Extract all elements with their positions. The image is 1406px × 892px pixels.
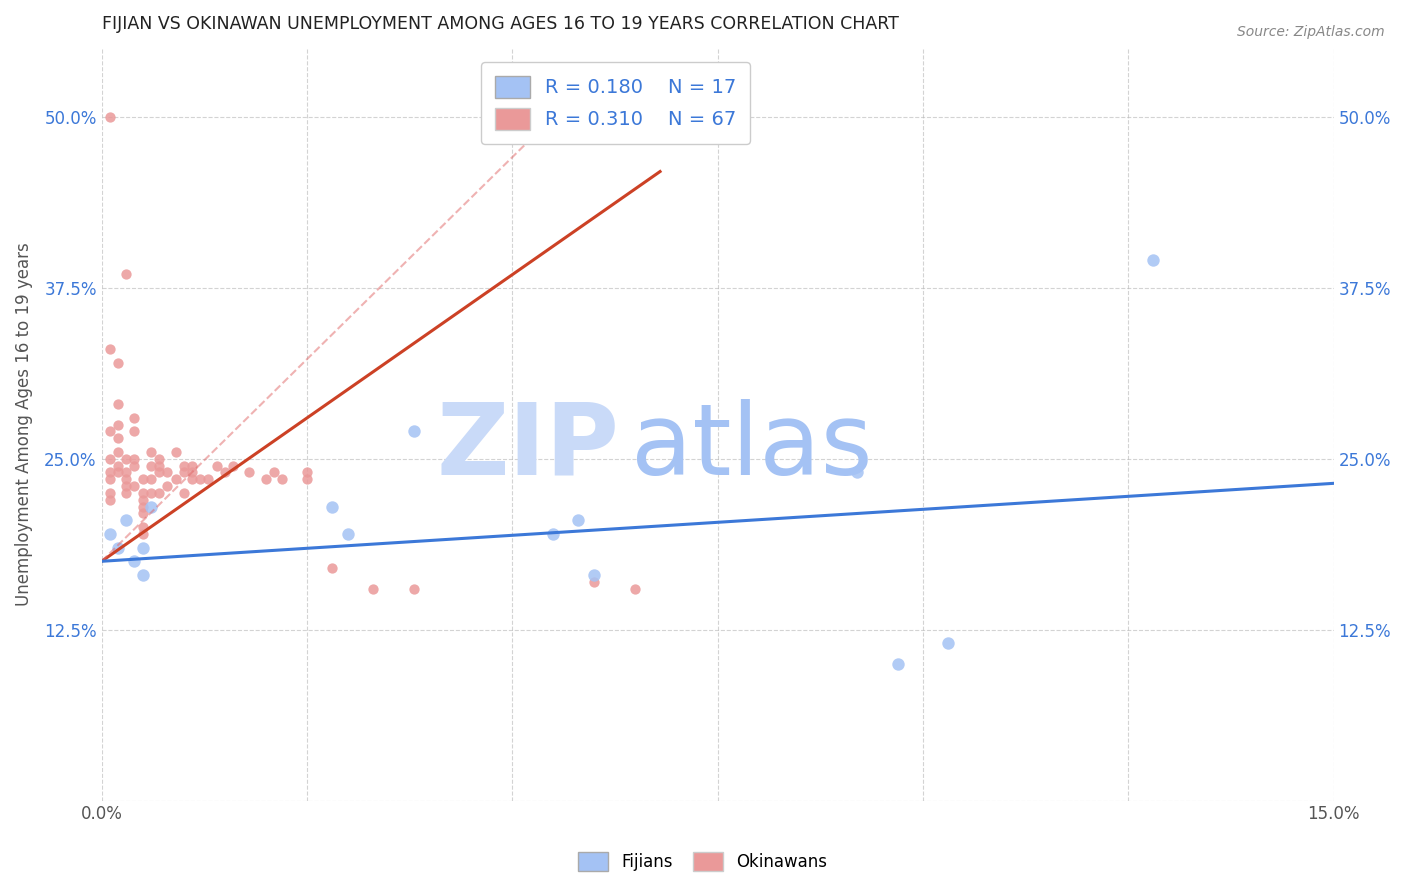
Point (115, 479, 138, 493)
Point (107, 417, 129, 432)
Point (131, 472, 153, 486)
Point (98, 472, 121, 486)
Point (205, 458, 228, 473)
Point (131, 541, 153, 555)
Point (181, 458, 204, 473)
Point (115, 267, 138, 281)
Y-axis label: Unemployment Among Ages 16 to 19 years: Unemployment Among Ages 16 to 19 years (15, 243, 32, 607)
Point (254, 472, 277, 486)
Point (139, 486, 162, 500)
Point (124, 458, 146, 473)
Point (148, 486, 170, 500)
Point (131, 500, 153, 514)
Point (887, 657, 910, 671)
Point (321, 561, 343, 575)
Point (543, 527, 565, 541)
Point (107, 466, 129, 480)
Point (321, 500, 343, 514)
Point (107, 458, 129, 473)
Point (156, 466, 179, 480)
Point (98, 527, 121, 541)
Text: atlas: atlas (631, 399, 873, 496)
Point (148, 466, 170, 480)
Point (271, 472, 294, 486)
Text: ZIP: ZIP (436, 399, 619, 496)
Point (214, 466, 236, 480)
Point (361, 582, 384, 596)
Point (846, 466, 869, 480)
Point (124, 554, 146, 568)
Point (148, 458, 170, 473)
Point (124, 410, 146, 425)
Point (131, 507, 153, 521)
Point (107, 431, 129, 445)
Point (124, 479, 146, 493)
Point (295, 472, 318, 486)
Point (402, 425, 425, 439)
Point (98, 492, 121, 507)
Point (139, 500, 162, 514)
Point (139, 445, 162, 459)
Point (624, 582, 647, 596)
Point (107, 397, 129, 411)
Point (115, 451, 138, 466)
Point (139, 458, 162, 473)
Point (188, 472, 211, 486)
Point (107, 356, 129, 370)
Point (165, 445, 187, 459)
Text: Source: ZipAtlas.com: Source: ZipAtlas.com (1237, 25, 1385, 39)
Point (131, 527, 153, 541)
Point (115, 466, 138, 480)
Point (936, 636, 959, 650)
Point (115, 472, 138, 486)
Point (181, 472, 204, 486)
Point (222, 458, 245, 473)
Point (131, 492, 153, 507)
Point (98, 451, 121, 466)
Point (98, 466, 121, 480)
Point (156, 479, 179, 493)
Point (238, 466, 260, 480)
Point (295, 466, 318, 480)
Legend: R = 0.180    N = 17, R = 0.310    N = 67: R = 0.180 N = 17, R = 0.310 N = 67 (481, 62, 749, 144)
Point (98, 110, 121, 124)
Point (124, 451, 146, 466)
Point (98, 425, 121, 439)
Point (98, 486, 121, 500)
Point (165, 472, 187, 486)
Point (107, 445, 129, 459)
Legend: Fijians, Okinawans: Fijians, Okinawans (569, 843, 837, 880)
Point (115, 486, 138, 500)
Point (1142, 253, 1164, 268)
Point (336, 527, 359, 541)
Point (131, 486, 153, 500)
Point (263, 466, 285, 480)
Point (583, 574, 606, 589)
Point (131, 520, 153, 534)
Text: FIJIAN VS OKINAWAN UNEMPLOYMENT AMONG AGES 16 TO 19 YEARS CORRELATION CHART: FIJIAN VS OKINAWAN UNEMPLOYMENT AMONG AG… (101, 15, 898, 33)
Point (115, 513, 138, 527)
Point (402, 582, 425, 596)
Point (131, 568, 153, 582)
Point (139, 472, 162, 486)
Point (173, 466, 195, 480)
Point (567, 513, 589, 527)
Point (583, 568, 606, 582)
Point (181, 466, 204, 480)
Point (148, 451, 170, 466)
Point (124, 425, 146, 439)
Point (173, 486, 195, 500)
Point (197, 472, 219, 486)
Point (107, 541, 129, 555)
Point (173, 458, 195, 473)
Point (98, 343, 121, 357)
